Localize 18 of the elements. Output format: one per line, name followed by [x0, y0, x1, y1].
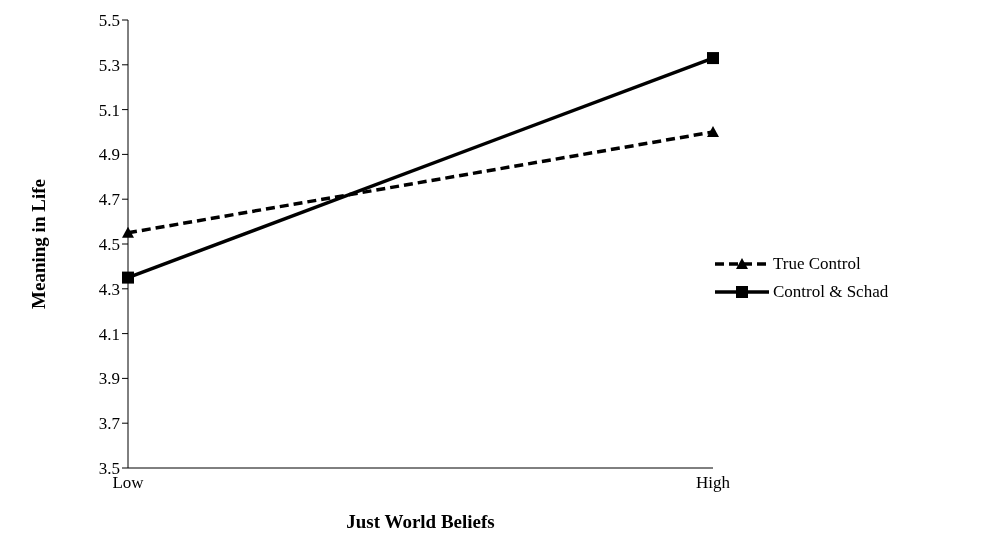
y-tick-label: 3.9: [98, 369, 120, 389]
y-tick-label: 4.1: [98, 324, 120, 344]
y-tick-label: 4.5: [98, 235, 120, 255]
y-tick-label: 3.7: [98, 414, 121, 434]
y-tick-label: 4.7: [98, 190, 121, 210]
point: [707, 52, 719, 65]
y-tick-label: 4.3: [98, 279, 120, 299]
x-tick-label: Low: [112, 473, 145, 493]
y-tick-label: 4.9: [98, 145, 120, 165]
legend-label: Control & Schad: [773, 282, 889, 302]
y-tick-label: 5.1: [98, 100, 120, 120]
x-axis-title: Just World Beliefs: [346, 511, 495, 532]
point: [122, 271, 134, 284]
y-tick-label: 5.3: [98, 55, 120, 75]
x-tick-label: High: [696, 473, 731, 493]
y-tick-label: 5.5: [98, 11, 120, 31]
y-axis-title: Meaning in Life: [27, 179, 49, 309]
legend-label: True Control: [773, 254, 861, 274]
